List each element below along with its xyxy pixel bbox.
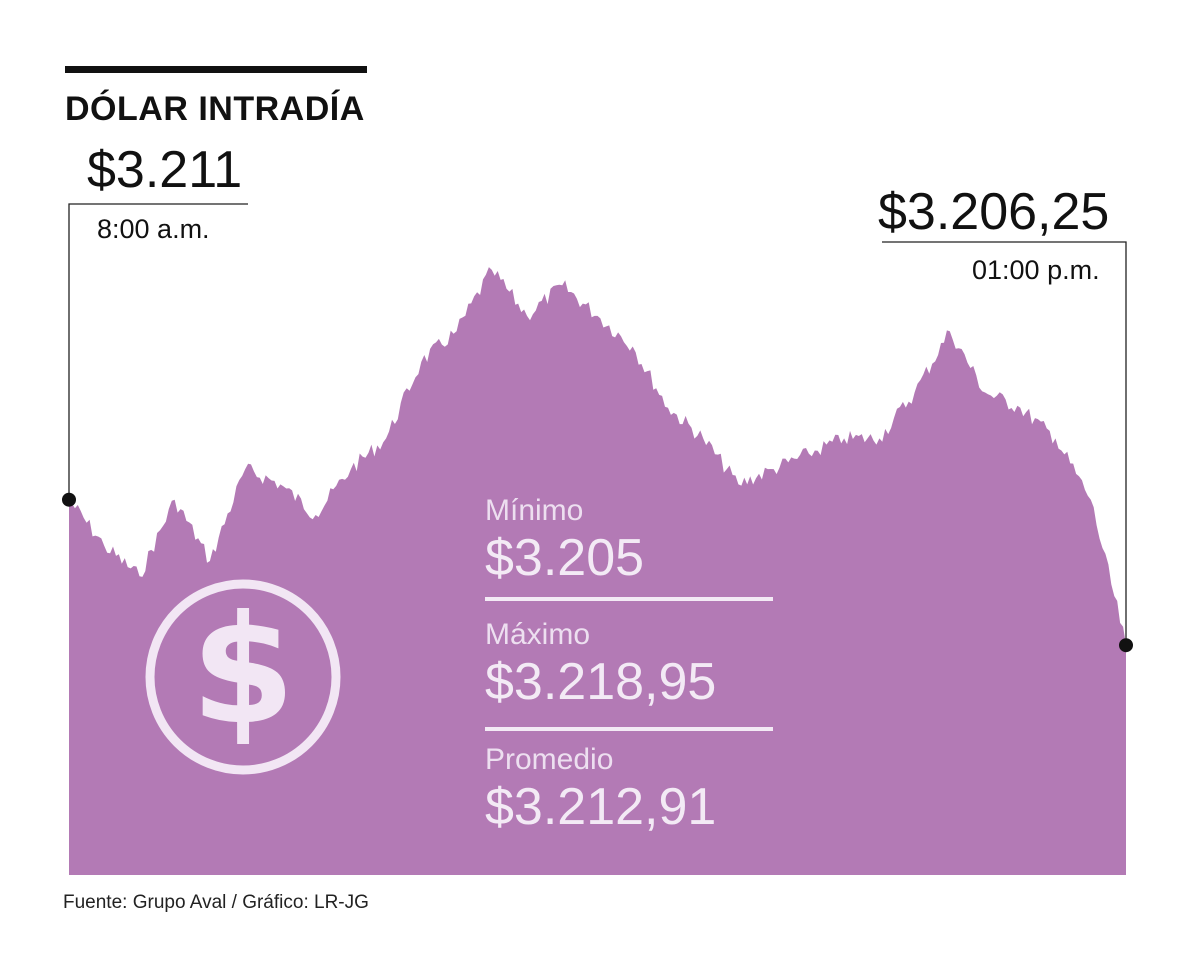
open-time-label: 8:00 a.m. [97,214,210,244]
max-divider [485,727,773,731]
avg-value: $3.212,91 [485,778,717,836]
dollar-ring-icon [145,579,341,775]
min-label: Mínimo [485,494,584,527]
min-divider [485,597,773,601]
close-value-label: $3.206,25 [878,183,1110,241]
chart-title: DÓLAR INTRADÍA [65,90,365,128]
dollar-sign-icon: $ [191,584,295,758]
close-marker [1119,638,1133,653]
open-value-label: $3.211 [87,141,243,199]
max-value: $3.218,95 [485,653,717,711]
open-marker [62,492,76,507]
max-label: Máximo [485,618,591,651]
source-note: Fuente: Grupo Aval / Gráfico: LR-JG [63,892,369,913]
open-leader-line [68,203,248,500]
title-rule [65,66,367,73]
avg-label: Promedio [485,743,614,776]
dollar-circle-icon: $ [145,579,341,775]
intraday-area [69,267,1126,876]
close-time-label: 01:00 p.m. [972,255,1100,285]
min-value: $3.205 [485,529,645,587]
close-leader-line [882,241,1127,646]
